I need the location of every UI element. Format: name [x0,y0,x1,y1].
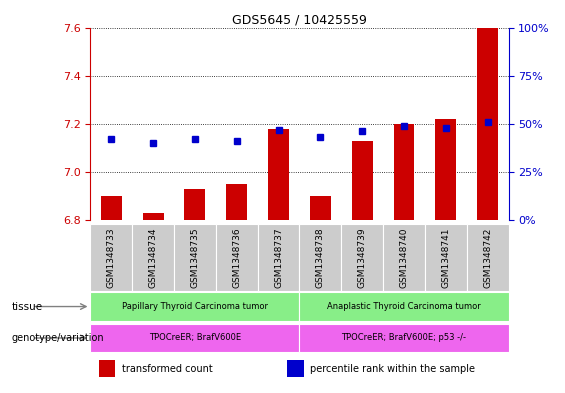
Text: tissue: tissue [11,301,42,312]
Text: GSM1348742: GSM1348742 [483,227,492,288]
Bar [132,224,174,291]
Bar [467,224,509,291]
Bar [477,28,498,220]
Bar [299,324,508,352]
Bar [143,213,164,220]
Bar [258,224,299,291]
Bar [425,224,467,291]
Bar [393,124,415,220]
Bar [101,196,122,220]
Text: GSM1348739: GSM1348739 [358,227,367,288]
Bar [99,360,115,377]
Bar [436,119,457,220]
Text: GSM1348735: GSM1348735 [190,227,199,288]
Bar [184,189,206,220]
Bar [90,324,299,352]
Text: GSM1348737: GSM1348737 [274,227,283,288]
Bar [351,141,373,220]
Text: GSM1348736: GSM1348736 [232,227,241,288]
Bar [299,224,341,291]
Text: GSM1348734: GSM1348734 [149,227,158,288]
Bar [310,196,331,220]
Text: Anaplastic Thyroid Carcinoma tumor: Anaplastic Thyroid Carcinoma tumor [327,302,481,311]
Bar [174,224,216,291]
Text: GSM1348733: GSM1348733 [107,227,116,288]
Text: GSM1348740: GSM1348740 [399,227,408,288]
Text: genotype/variation: genotype/variation [11,333,104,343]
Bar [216,224,258,291]
Bar [90,224,132,291]
Bar [226,184,247,220]
Text: transformed count: transformed count [122,364,212,374]
Bar [299,292,508,321]
Title: GDS5645 / 10425559: GDS5645 / 10425559 [232,13,367,26]
Bar [268,129,289,220]
Text: TPOCreER; BrafV600E: TPOCreER; BrafV600E [149,334,241,342]
Text: Papillary Thyroid Carcinoma tumor: Papillary Thyroid Carcinoma tumor [122,302,268,311]
Text: percentile rank within the sample: percentile rank within the sample [310,364,475,374]
Bar [341,224,383,291]
Bar [90,292,299,321]
Text: GSM1348741: GSM1348741 [441,227,450,288]
Text: TPOCreER; BrafV600E; p53 -/-: TPOCreER; BrafV600E; p53 -/- [341,334,467,342]
Text: GSM1348738: GSM1348738 [316,227,325,288]
Bar [383,224,425,291]
Bar [287,360,303,377]
